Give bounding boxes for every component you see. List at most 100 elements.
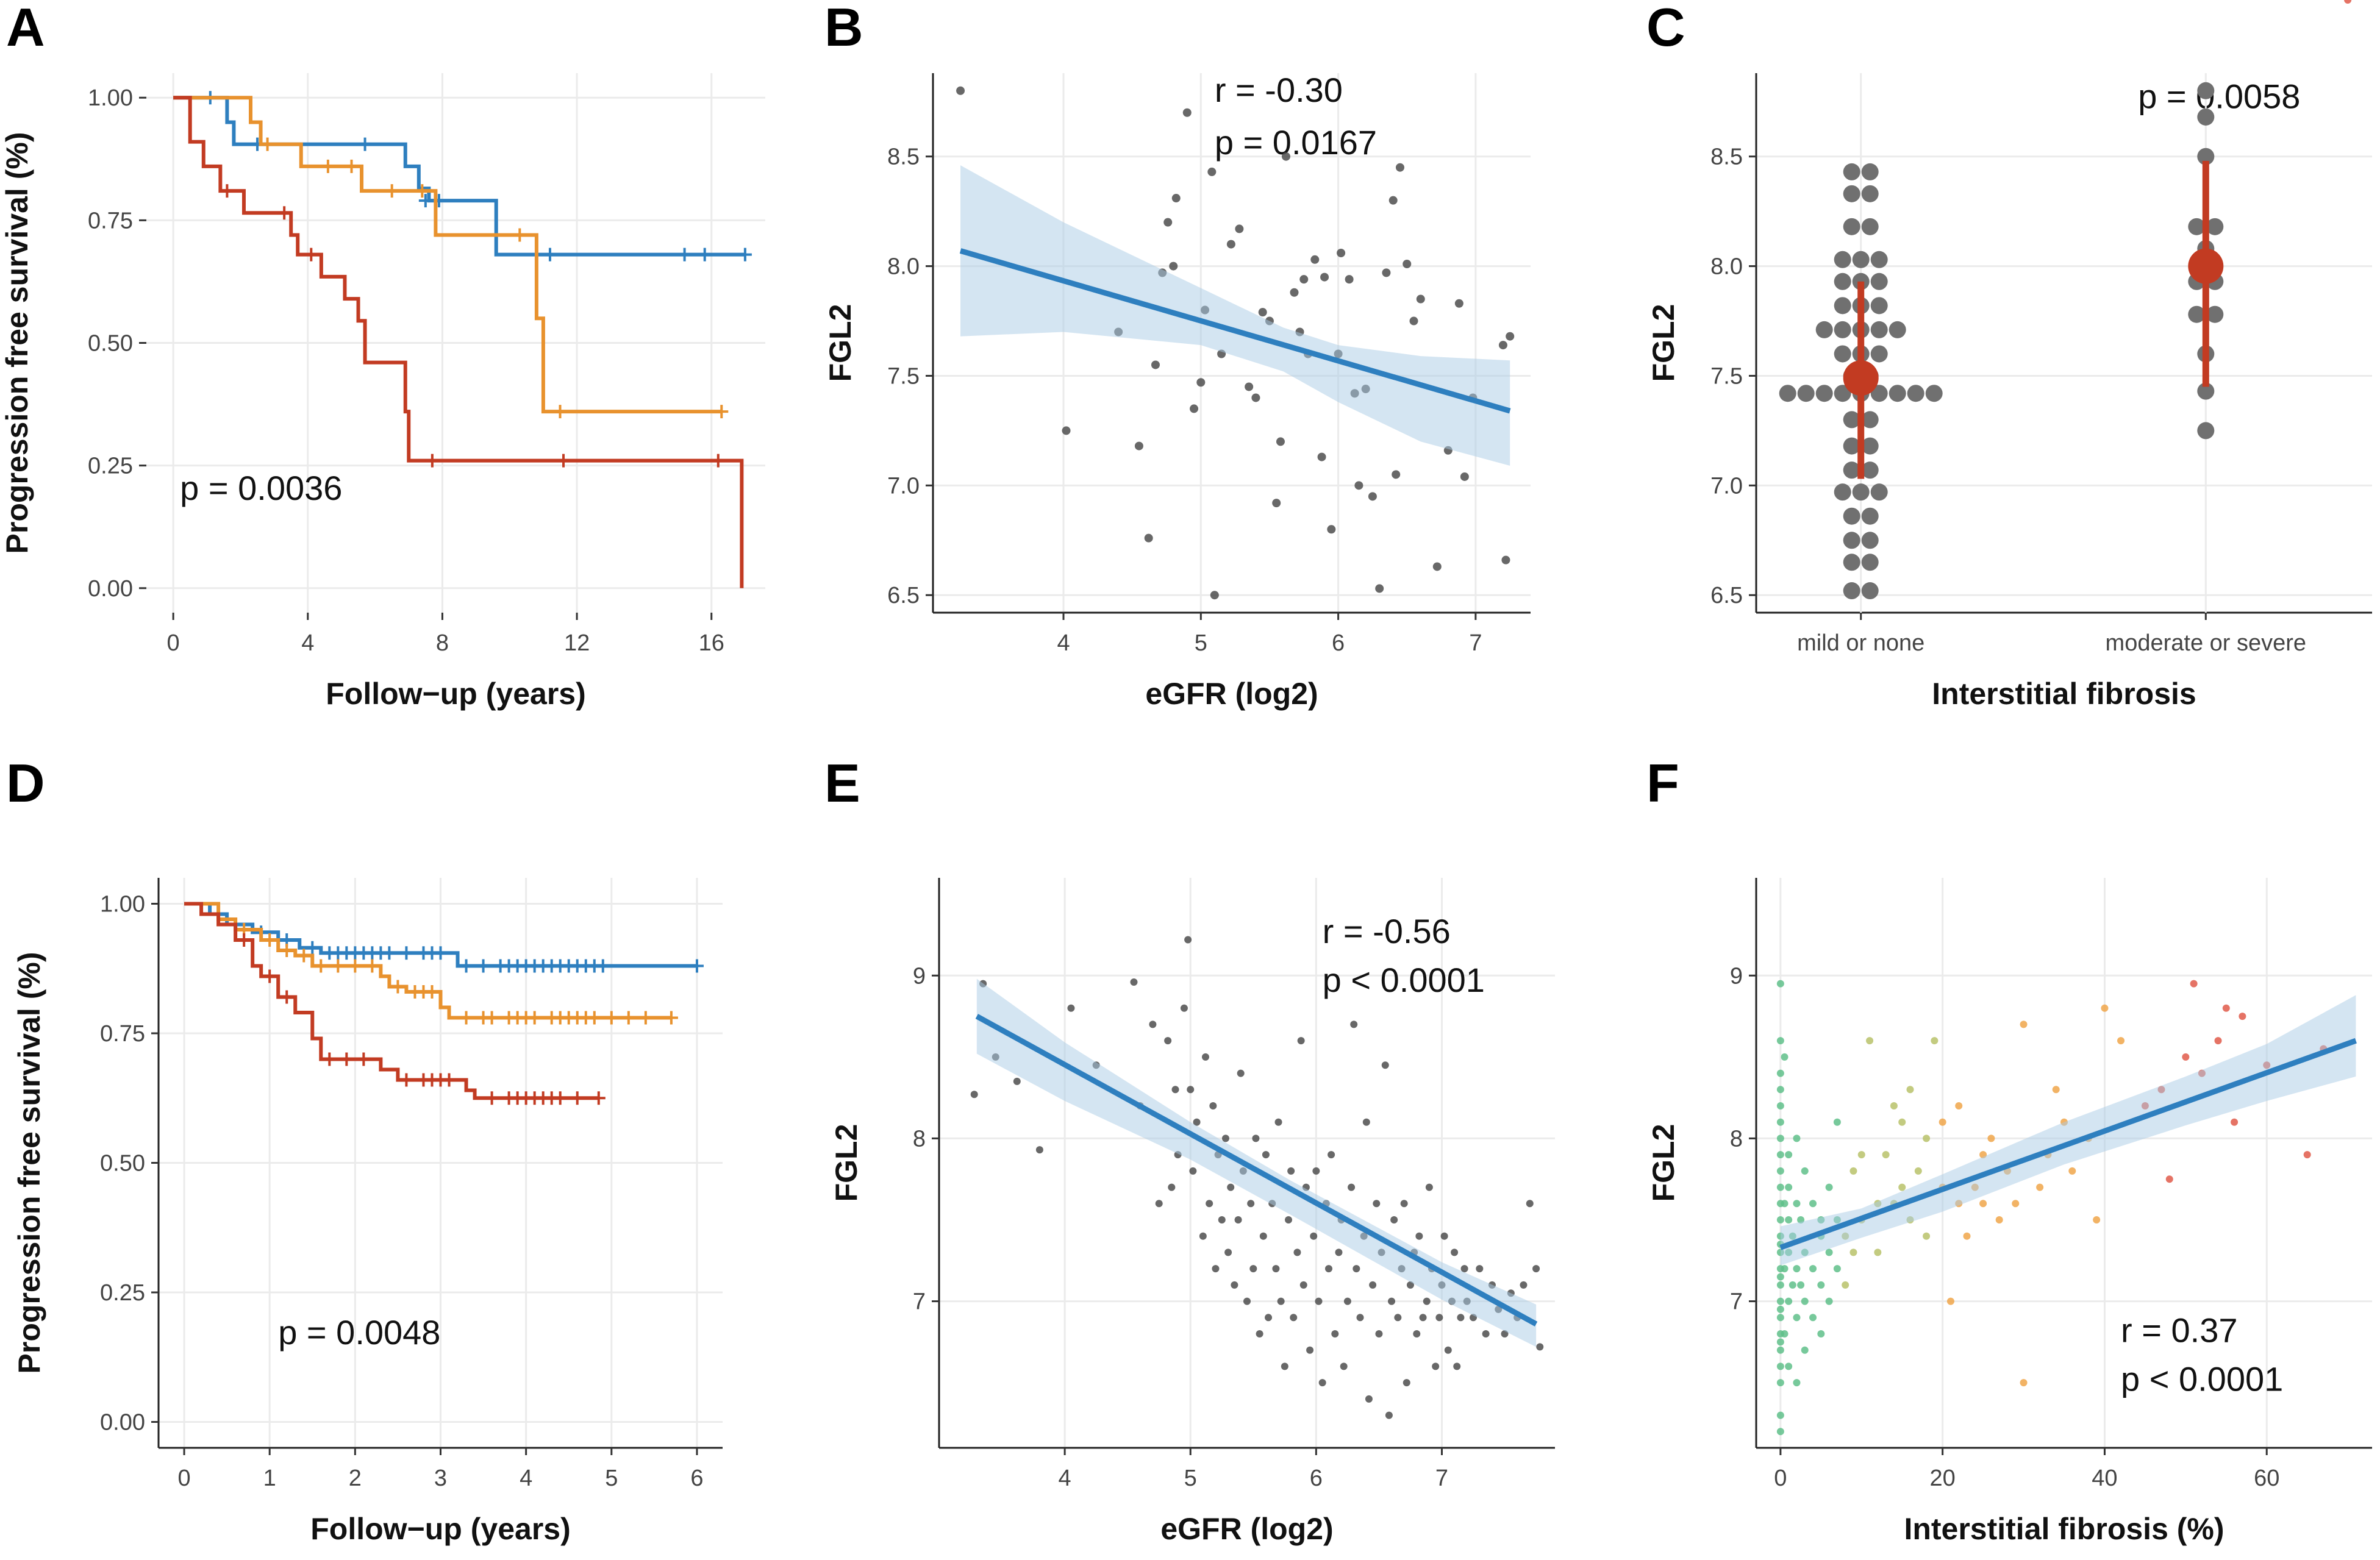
censor-mark — [698, 248, 712, 262]
stat-annotation: p < 0.0001 — [1323, 961, 1485, 999]
data-point — [1196, 378, 1206, 387]
x-tick-label: 3 — [434, 1466, 447, 1491]
data-point — [1353, 1265, 1360, 1273]
data-point — [1413, 1330, 1421, 1337]
censor-mark — [485, 1091, 499, 1105]
data-point — [1394, 1314, 1402, 1322]
x-tick-label: 5 — [1184, 1466, 1197, 1491]
data-point — [2188, 305, 2206, 323]
censor-mark — [399, 1073, 413, 1087]
x-tick-label: 20 — [1930, 1466, 1956, 1491]
data-point — [1381, 1061, 1389, 1069]
data-point — [1151, 360, 1160, 369]
data-point — [1776, 1086, 1784, 1094]
x-tick-label: 8 — [436, 630, 449, 656]
data-point — [1861, 437, 1879, 455]
censor-mark — [304, 248, 318, 262]
data-point — [1776, 1151, 1784, 1159]
censor-mark — [664, 1011, 678, 1025]
censor-mark — [314, 959, 328, 973]
data-point — [1310, 1232, 1318, 1240]
data-point — [1776, 1118, 1784, 1126]
censor-mark — [442, 1073, 456, 1087]
x-tick-label: 0 — [1774, 1466, 1787, 1491]
censor-mark — [553, 1091, 567, 1105]
data-point — [1287, 1167, 1295, 1175]
data-point — [1852, 483, 1870, 501]
confidence-band — [976, 978, 1537, 1347]
data-point — [1526, 1200, 1534, 1208]
data-point — [1013, 1077, 1021, 1085]
panel-e: E 4 5 6 7 7 8 9 eGFR (log2) FGL2 r = -0.56 p < 0.00… — [824, 753, 1555, 1546]
x-axis-title: Interstitial fibrosis (%) — [1904, 1512, 2224, 1546]
censor-mark — [340, 1052, 354, 1066]
data-point — [1785, 1151, 1793, 1159]
data-point — [1785, 1297, 1793, 1305]
data-point — [1199, 1232, 1207, 1240]
data-point — [1890, 1102, 1898, 1109]
data-point — [1290, 1314, 1298, 1322]
data-point — [1801, 1297, 1809, 1305]
data-point — [1861, 507, 1879, 525]
data-point — [1866, 1037, 1874, 1045]
data-point — [1939, 1118, 1946, 1126]
data-point — [1870, 272, 1888, 290]
data-point — [1453, 1362, 1461, 1370]
data-point — [1825, 1248, 1833, 1256]
data-point — [1870, 345, 1888, 363]
data-point — [1889, 321, 1906, 338]
censor-mark — [434, 946, 448, 960]
data-point — [1035, 1146, 1043, 1154]
data-point — [1833, 1118, 1841, 1126]
data-point — [1180, 1004, 1188, 1012]
data-point — [1809, 1314, 1817, 1322]
data-point — [1306, 1346, 1314, 1354]
data-point — [1149, 1020, 1157, 1028]
data-point — [1262, 1151, 1270, 1159]
data-point — [1834, 385, 1851, 402]
y-tick-label: 8 — [1730, 1126, 1743, 1152]
data-point — [1221, 1134, 1229, 1142]
x-tick-label: mild or none — [1797, 630, 1924, 656]
panel-label: B — [824, 0, 863, 57]
data-point — [1861, 461, 1879, 479]
censor-mark — [345, 159, 359, 173]
data-point — [1403, 259, 1412, 268]
data-point — [1385, 1411, 1393, 1419]
data-point — [1272, 1265, 1280, 1273]
data-point — [1815, 385, 1833, 402]
stat-annotation: p = 0.0058 — [2138, 77, 2300, 116]
y-tick-label: 0.75 — [100, 1021, 145, 1047]
data-point — [1403, 1379, 1410, 1387]
censor-mark — [476, 959, 490, 973]
data-point — [1440, 1232, 1448, 1240]
data-point — [1870, 251, 1888, 268]
data-point — [1444, 1346, 1452, 1354]
censor-mark — [543, 248, 557, 262]
data-point — [1801, 1167, 1809, 1175]
data-point — [1861, 554, 1879, 571]
data-point — [1776, 1216, 1784, 1223]
stat-annotation: r = -0.56 — [1323, 912, 1451, 950]
data-point — [1062, 426, 1071, 435]
data-point — [1395, 163, 1404, 172]
data-point — [1324, 1265, 1332, 1273]
data-point — [2165, 1175, 2173, 1183]
data-point — [1776, 1273, 1784, 1281]
panel-label: C — [1646, 0, 1685, 57]
censor-mark — [391, 980, 405, 994]
x-tick-label: 6 — [690, 1466, 703, 1491]
x-tick-label: moderate or severe — [2106, 630, 2307, 656]
data-point — [1861, 411, 1879, 429]
data-point — [1258, 308, 1267, 317]
data-point — [1914, 1167, 1922, 1175]
data-point — [1419, 1314, 1427, 1322]
censor-mark — [638, 1011, 652, 1025]
data-point — [1315, 1297, 1323, 1305]
data-point — [970, 1091, 978, 1099]
data-point — [1134, 441, 1143, 451]
data-point — [1785, 1362, 1793, 1370]
x-tick-label: 12 — [564, 630, 590, 656]
panel-f: F 0 20 40 60 7 8 9 Interstitial fibrosis (%) FGL2… — [1646, 0, 2372, 1546]
data-point — [1365, 1395, 1373, 1403]
